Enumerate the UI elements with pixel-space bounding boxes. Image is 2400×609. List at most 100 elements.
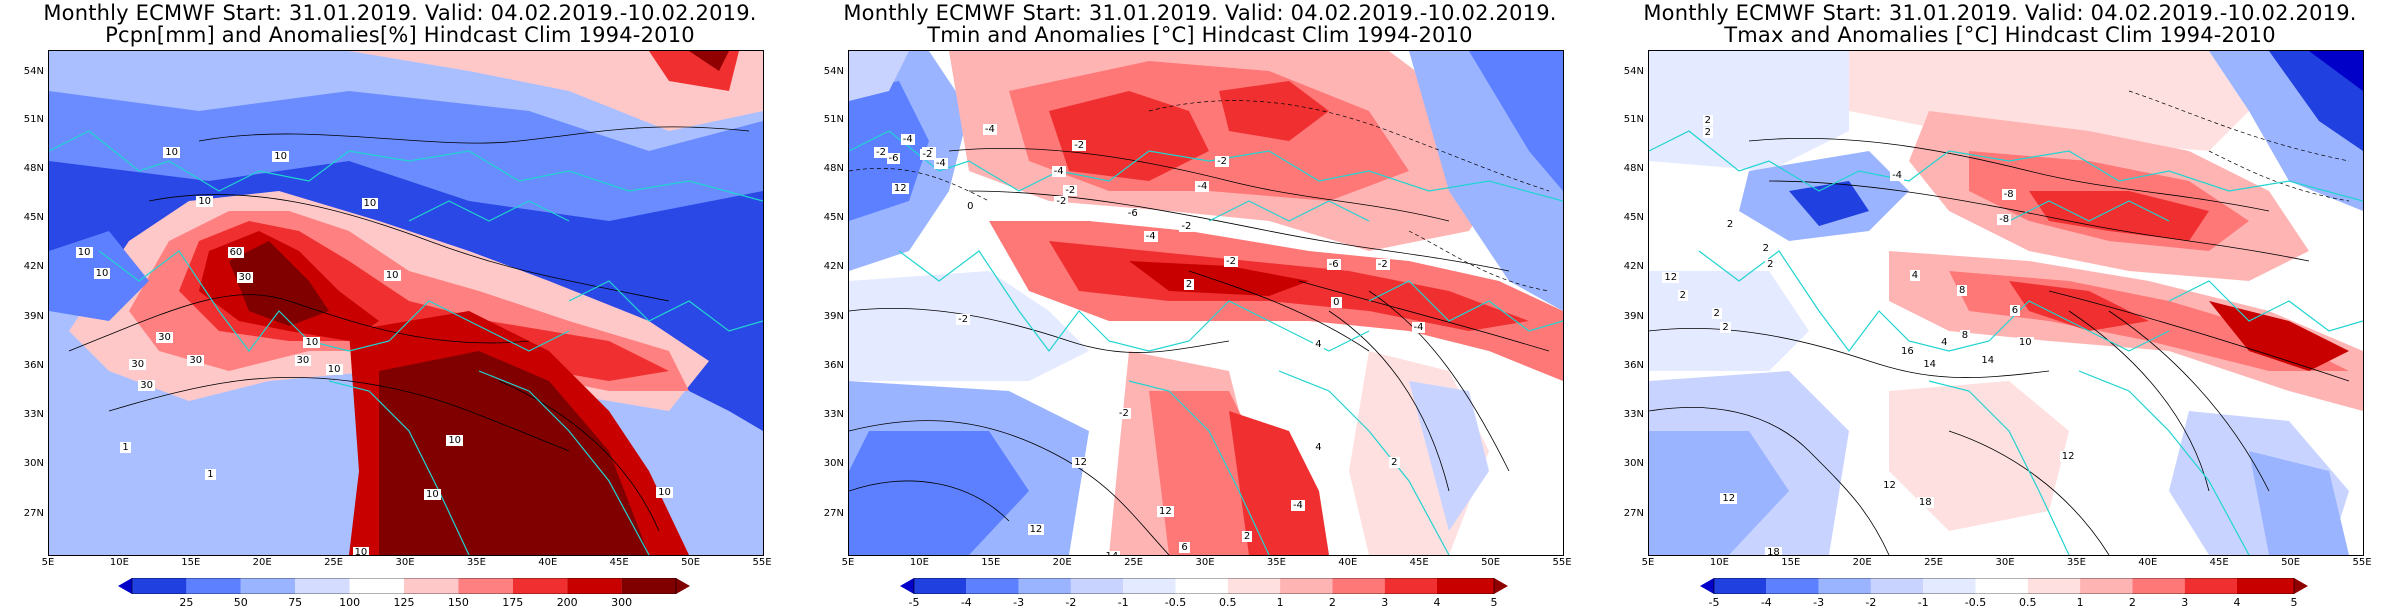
contour-label: 30 [236, 272, 254, 284]
contour-label: 12 [1072, 457, 1089, 469]
lat-tick-label: 30N [1623, 458, 1644, 469]
lat-tick-label: 30N [823, 458, 844, 469]
panel-title-line1: Monthly ECMWF Start: 31.01.2019. Valid: … [843, 1, 1557, 25]
lat-tick-label: 54N [1623, 66, 1644, 77]
precip-colorbar [118, 577, 690, 595]
cbar-label: 25 [179, 596, 194, 609]
cbar-label: 150 [447, 596, 469, 609]
lon-tick-label: 35E [2066, 557, 2086, 568]
lon-tick-label: 10E [1709, 557, 1729, 568]
lat-tick-label: 33N [1623, 409, 1644, 420]
contour-label: 10 [75, 247, 93, 259]
contour-label: 4 [1313, 338, 1324, 350]
lon-tick-label: 55E [2352, 557, 2372, 568]
tmax-map: 22-4-8-822212222468810414121614121818101… [1648, 50, 2364, 556]
contour-label: -4 [933, 158, 948, 170]
cbar-label: 3 [2181, 596, 2189, 609]
contour-label: -4 [982, 124, 997, 136]
cbar-label: -5 [1708, 596, 1720, 609]
contour-label: -4 [900, 134, 915, 146]
contour-label: 0 [1331, 296, 1342, 308]
lat-tick-label: 54N [823, 66, 844, 77]
lon-tick-label: 15E [981, 557, 1001, 568]
contour-label: 2 [1702, 126, 1713, 138]
cbar-label: 200 [556, 596, 578, 609]
cbar-label: 300 [611, 596, 633, 609]
lat-tick-label: 42N [23, 261, 44, 272]
contour-label: -4 [1890, 169, 1905, 181]
contour-label: -8 [1997, 213, 2012, 225]
contour-label: 10 [361, 198, 379, 210]
contour-label: -4 [1411, 321, 1426, 333]
lon-tick-label: 15E [1781, 557, 1801, 568]
cbar-label: -0.5 [1964, 596, 1987, 609]
lat-tick-label: 51N [823, 114, 844, 125]
lon-tick-label: 30E [1995, 557, 2015, 568]
cbar-label: 4 [1433, 596, 1441, 609]
lat-tick-label: 51N [23, 114, 44, 125]
contour-label: -2 [1215, 156, 1230, 168]
contour-label: 30 [138, 379, 156, 391]
contour-label: 30 [129, 359, 147, 371]
lon-tick-label: 25E [324, 557, 344, 568]
lat-tick-label: 36N [1623, 360, 1644, 371]
lon-tick-label: 25E [1924, 557, 1944, 568]
contour-label: 14 [1103, 551, 1121, 555]
contour-label: -6 [1326, 259, 1341, 271]
cbar-label: -2 [1865, 596, 1877, 609]
lat-tick-label: 48N [23, 163, 44, 174]
cbar-label: -4 [960, 596, 972, 609]
contour-label: 12 [1027, 524, 1045, 536]
contour-label: 6 [2009, 305, 2021, 317]
contour-label: 60 [227, 247, 245, 259]
contour-label: -4 [1290, 500, 1305, 512]
contour-label: 1 [120, 442, 131, 454]
contour-label: 2 [1765, 259, 1776, 271]
lat-tick-label: 36N [23, 360, 44, 371]
cbar-label: 100 [339, 596, 361, 609]
contour-label: -6 [886, 152, 901, 164]
lon-tick-label: 10E [909, 557, 929, 568]
cbar-label: 175 [502, 596, 524, 609]
contour-label: 12 [1157, 506, 1174, 518]
contour-label: 2 [1677, 290, 1688, 302]
contour-label: 14 [1979, 354, 1997, 366]
lon-tick-label: 55E [752, 557, 772, 568]
contour-label: 10 [383, 269, 401, 281]
contour-label: 2 [1724, 218, 1736, 230]
contour-label: 30 [294, 354, 312, 366]
contour-label: 2 [1760, 242, 1771, 254]
lon-tick-label: 50E [2281, 557, 2301, 568]
cbar-label: -5 [908, 596, 920, 609]
contour-label: 0 [965, 201, 976, 212]
cbar-label: 1 [1276, 596, 1284, 609]
lat-tick-label: 39N [23, 311, 44, 322]
lat-tick-label: 48N [823, 163, 844, 174]
contour-label: 2 [1389, 457, 1400, 469]
lon-tick-label: 20E [1852, 557, 1872, 568]
contour-label: -4 [1195, 181, 1210, 193]
contour-label: 2 [1702, 115, 1713, 127]
tmin-colorbar [900, 577, 1508, 595]
cbar-label: 5 [2290, 596, 2298, 609]
lat-tick-label: 33N [823, 409, 844, 420]
lon-tick-label: 20E [1052, 557, 1072, 568]
contour-label: 12 [1662, 272, 1680, 284]
cbar-label: 50 [233, 596, 248, 609]
lon-tick-label: 45E [2209, 557, 2229, 568]
cbar-label: -0.5 [1164, 596, 1187, 609]
tmax-colorbar [1700, 577, 2308, 595]
panel-title-line2: Tmin and Anomalies [°C] Hindcast Clim 19… [927, 23, 1473, 47]
lat-tick-label: 27N [823, 508, 844, 519]
contour-label: 10 [163, 147, 181, 159]
contour-label: 4 [1939, 336, 1950, 348]
lon-tick-label: 40E [2138, 557, 2158, 568]
lon-tick-label: 55E [1552, 557, 1572, 568]
contour-label: 10 [2016, 336, 2034, 348]
contour-label: -2 [874, 147, 888, 159]
contour-label: -2 [1116, 408, 1131, 420]
cbar-label: 0.5 [1219, 596, 1237, 609]
cbar-label: 2 [2128, 596, 2136, 609]
lon-tick-label: 10E [109, 557, 129, 568]
lat-tick-label: 39N [1623, 311, 1644, 322]
